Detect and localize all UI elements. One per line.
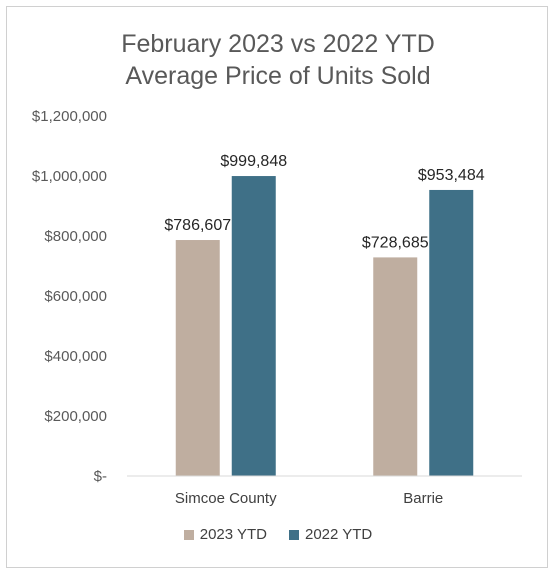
legend-item-2023: 2023 YTD	[183, 526, 267, 543]
legend-label-2023: 2023 YTD	[199, 526, 267, 543]
bar-2022-ytd-simcoe-county	[231, 176, 276, 476]
data-label: $728,685	[362, 234, 429, 251]
y-tick-label: $-	[94, 468, 107, 485]
data-label: $953,484	[418, 167, 485, 184]
legend-swatch-2022	[289, 529, 299, 540]
data-label: $999,848	[220, 153, 287, 170]
bar-2022-ytd-barrie	[429, 189, 474, 476]
y-tick-label: $1,000,000	[32, 168, 107, 185]
bar-2023-ytd-simcoe-county	[175, 240, 220, 476]
legend-swatch-2023	[183, 529, 194, 540]
x-category-label: Barrie	[403, 490, 443, 507]
chart-subtitle: Average Price of Units Sold	[125, 62, 431, 90]
y-tick-label: $200,000	[44, 408, 107, 425]
chart-title: February 2023 vs 2022 YTD	[121, 30, 435, 58]
y-tick-label: $800,000	[44, 228, 107, 245]
y-tick-label: $1,200,000	[32, 108, 107, 125]
y-tick-label: $600,000	[44, 288, 107, 305]
legend-label-2022: 2022 YTD	[305, 526, 373, 543]
x-category-label: Simcoe County	[175, 490, 277, 507]
bar-2023-ytd-barrie	[373, 257, 418, 476]
legend: 2023 YTD 2022 YTD	[0, 526, 556, 543]
legend-item-2022: 2022 YTD	[289, 526, 372, 543]
data-label: $786,607	[164, 217, 231, 234]
y-tick-label: $400,000	[44, 348, 107, 365]
